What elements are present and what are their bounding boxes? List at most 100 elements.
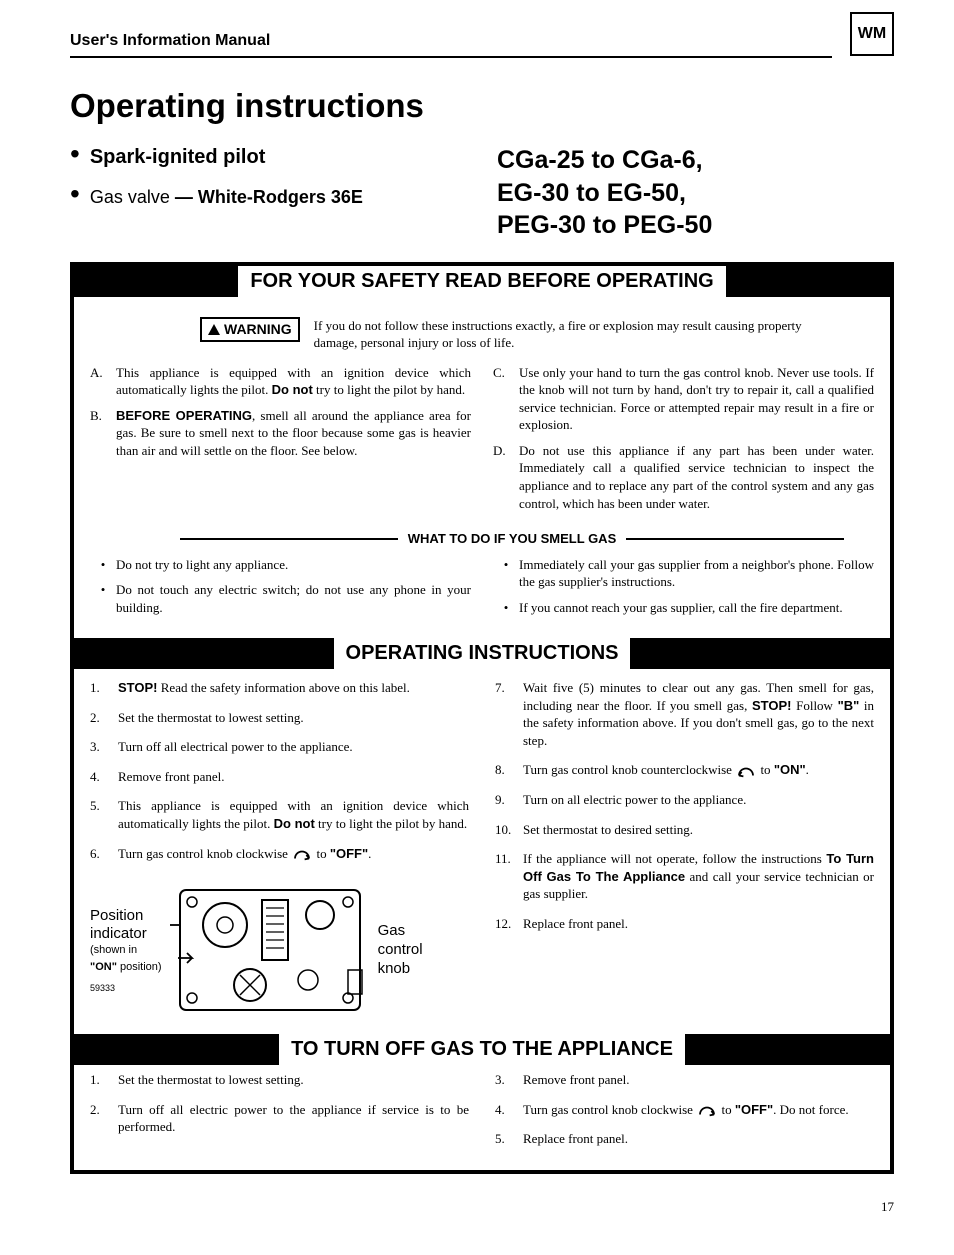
diagram-label-control: control xyxy=(378,941,423,960)
instruction-frame: FOR YOUR SAFETY READ BEFORE OPERATING WA… xyxy=(70,262,894,1174)
op-5-bold: Do not xyxy=(274,816,315,831)
off-step-4: 4. Turn gas control knob clockwise to "O… xyxy=(495,1101,874,1119)
manual-title: User's Information Manual xyxy=(70,30,832,58)
model-list: CGa-25 to CGa-6, EG-30 to EG-50, PEG-30 … xyxy=(497,144,894,242)
bullet-dot-icon: • xyxy=(70,187,80,201)
bar-black-right xyxy=(630,638,890,669)
op-1-post: Read the safety information above on thi… xyxy=(158,680,410,695)
diagram-part-number: 59333 xyxy=(90,983,162,994)
op-7-mid: Follow xyxy=(791,698,837,713)
smell-left-2-text: Do not touch any electric switch; do not… xyxy=(116,581,471,616)
op-3-text: Turn off all electrical power to the app… xyxy=(118,738,353,756)
diagram-right-labels: Gas control knob xyxy=(378,922,423,978)
op-list-left: 1.STOP! Read the safety information abov… xyxy=(90,679,469,862)
smell-gas-label: WHAT TO DO IF YOU SMELL GAS xyxy=(408,530,617,548)
op-8-pre: Turn gas control knob counterclockwise xyxy=(523,762,735,777)
subhead-2-bold: White-Rodgers 36E xyxy=(198,187,363,207)
off-4-pre: Turn gas control knob clockwise xyxy=(523,1102,696,1117)
safety-item-d: D. Do not use this appliance if any part… xyxy=(493,442,874,512)
safety-section-bar: FOR YOUR SAFETY READ BEFORE OPERATING xyxy=(74,266,890,297)
operating-body: 1.STOP! Read the safety information abov… xyxy=(74,669,890,1034)
op-step-7: 7. Wait five (5) minutes to clear out an… xyxy=(495,679,874,749)
off-step-2: 2.Turn off all electric power to the app… xyxy=(90,1101,469,1136)
header-row: User's Information Manual WM xyxy=(70,30,894,58)
safety-bar-label: FOR YOUR SAFETY READ BEFORE OPERATING xyxy=(238,266,725,297)
op-6-post: to xyxy=(316,846,329,861)
subhead-2-prefix: Gas valve xyxy=(90,187,170,207)
off-step-3: 3.Remove front panel. xyxy=(495,1071,874,1089)
off-list-left: 1.Set the thermostat to lowest setting. … xyxy=(90,1071,469,1136)
op-step-2: 2.Set the thermostat to lowest setting. xyxy=(90,709,469,727)
op-4-text: Remove front panel. xyxy=(118,768,225,786)
subtitle-row: • Spark-ignited pilot • Gas valve — Whit… xyxy=(70,144,894,242)
smell-left-1-text: Do not try to light any appliance. xyxy=(116,556,288,574)
op-6-bold: "OFF" xyxy=(330,846,368,861)
subhead-bullet-2: • Gas valve — White-Rodgers 36E xyxy=(70,185,467,209)
safety-a-bold: Do not xyxy=(272,382,313,397)
op-1-bold: STOP! xyxy=(118,680,158,695)
subhead-bullet-1: • Spark-ignited pilot xyxy=(70,144,467,171)
off-2-text: Turn off all electric power to the appli… xyxy=(118,1101,469,1136)
smell-right-1: •Immediately call your gas supplier from… xyxy=(493,556,874,591)
page-number: 17 xyxy=(70,1198,894,1216)
subtitle-left: • Spark-ignited pilot • Gas valve — Whit… xyxy=(70,144,467,223)
off-4-tail: . Do not force. xyxy=(773,1102,848,1117)
warning-badge: WARNING xyxy=(200,317,300,342)
arrow-clockwise-icon xyxy=(291,848,313,862)
smell-col-left: •Do not try to light any appliance. •Do … xyxy=(90,556,471,625)
divider-line-right xyxy=(626,538,844,540)
diagram-label-knob: knob xyxy=(378,960,423,979)
smell-list-right: •Immediately call your gas supplier from… xyxy=(493,556,874,617)
arrow-counterclockwise-icon xyxy=(735,765,757,779)
op-5-post: try to light the pilot by hand. xyxy=(315,816,467,831)
op-12-text: Replace front panel. xyxy=(523,915,628,933)
off-1-text: Set the thermostat to lowest setting. xyxy=(118,1071,304,1089)
smell-right-2: •If you cannot reach your gas supplier, … xyxy=(493,599,874,617)
op-6-tail: . xyxy=(368,846,371,861)
turnoff-body: 1.Set the thermostat to lowest setting. … xyxy=(74,1065,890,1170)
warning-row: WARNING If you do not follow these instr… xyxy=(200,317,834,352)
diagram-label-on: "ON" xyxy=(90,961,117,973)
warning-triangle-icon xyxy=(208,324,220,335)
op-step-4: 4.Remove front panel. xyxy=(90,768,469,786)
op-6-pre: Turn gas control knob clockwise xyxy=(118,846,291,861)
bar-black-left xyxy=(74,266,238,297)
turnoff-col-right: 3.Remove front panel. 4. Turn gas contro… xyxy=(495,1071,874,1160)
op-2-text: Set the thermostat to lowest setting. xyxy=(118,709,304,727)
op-8-bold: "ON" xyxy=(774,762,806,777)
off-step-1: 1.Set the thermostat to lowest setting. xyxy=(90,1071,469,1089)
operating-two-col: 1.STOP! Read the safety information abov… xyxy=(90,679,874,1020)
op-step-5: 5.This appliance is equipped with an ign… xyxy=(90,797,469,832)
safety-body: WARNING If you do not follow these instr… xyxy=(74,297,890,639)
turnoff-col-left: 1.Set the thermostat to lowest setting. … xyxy=(90,1071,469,1160)
turnoff-section-bar: TO TURN OFF GAS TO THE APPLIANCE xyxy=(74,1034,890,1065)
diagram-label-position: Position xyxy=(90,907,162,926)
diagram-label-gas: Gas xyxy=(378,922,423,941)
turnoff-two-col: 1.Set the thermostat to lowest setting. … xyxy=(90,1071,874,1160)
diagram-label-position-suffix: position) xyxy=(117,961,162,973)
op-step-3: 3.Turn off all electrical power to the a… xyxy=(90,738,469,756)
op-step-1: 1.STOP! Read the safety information abov… xyxy=(90,679,469,697)
off-4-bold: "OFF" xyxy=(735,1102,773,1117)
bar-black-right xyxy=(685,1034,890,1065)
safety-item-c: C. Use only your hand to turn the gas co… xyxy=(493,364,874,434)
op-list-right: 7. Wait five (5) minutes to clear out an… xyxy=(495,679,874,932)
op-7-bold1: STOP! xyxy=(752,698,792,713)
safety-item-a: A. This appliance is equipped with an ig… xyxy=(90,364,471,399)
safety-item-b: B. BEFORE OPERATING, smell all around th… xyxy=(90,407,471,460)
op-10-text: Set thermostat to desired setting. xyxy=(523,821,693,839)
smell-two-col: •Do not try to light any appliance. •Do … xyxy=(90,556,874,625)
turnoff-bar-label: TO TURN OFF GAS TO THE APPLIANCE xyxy=(279,1034,685,1065)
op-step-11: 11. If the appliance will not operate, f… xyxy=(495,850,874,903)
off-5-text: Replace front panel. xyxy=(523,1130,628,1148)
smell-right-1-text: Immediately call your gas supplier from … xyxy=(519,556,874,591)
op-step-12: 12.Replace front panel. xyxy=(495,915,874,933)
safety-col-left: A. This appliance is equipped with an ig… xyxy=(90,364,471,520)
smell-left-2: •Do not touch any electric switch; do no… xyxy=(90,581,471,616)
smell-list-left: •Do not try to light any appliance. •Do … xyxy=(90,556,471,617)
brand-logo-text: WM xyxy=(858,23,886,45)
op-8-post: to xyxy=(760,762,773,777)
bar-black-left xyxy=(74,1034,279,1065)
op-step-6: 6. Turn gas control knob clockwise to "O… xyxy=(90,845,469,863)
off-step-5: 5.Replace front panel. xyxy=(495,1130,874,1148)
